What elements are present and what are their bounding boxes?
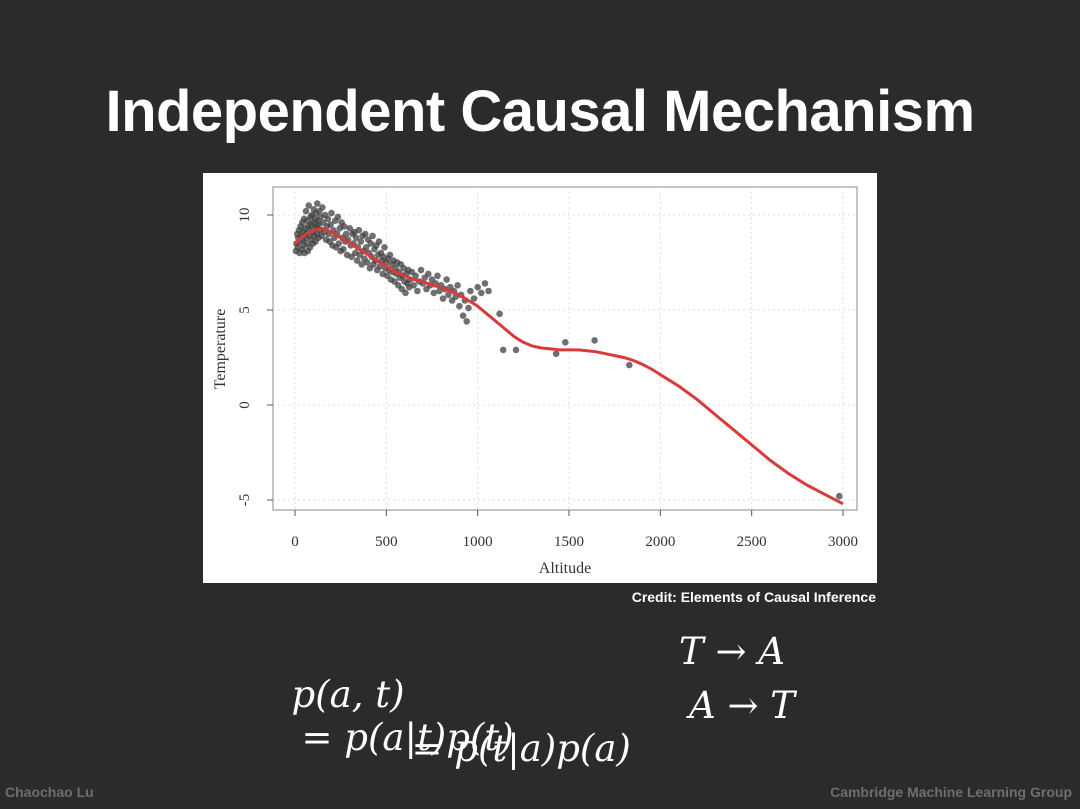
data-point [335,240,343,247]
y-tick-label: 5 [237,306,253,314]
data-point [626,361,633,369]
equation-rhs: = p(t|a)p(a) [411,727,631,770]
data-point [340,245,347,253]
x-tick-label: 3000 [828,534,858,550]
data-point [459,312,467,319]
data-point [358,261,365,268]
data-point [414,287,421,295]
data-point [357,238,365,245]
data-point [367,240,375,247]
data-point [439,295,447,302]
x-tick-label: 1500 [554,534,584,550]
x-tick-label: 1000 [463,534,493,550]
author-footer: Chaochao Lu [5,784,94,800]
y-tick-label: 10 [237,208,253,223]
data-point [485,287,492,295]
data-point [474,283,482,291]
data-point [324,215,332,223]
chart-figure: 0 500 1000 1500 2000 2500 3000 -5 0 5 10 Altitude … [203,173,877,583]
data-point [305,202,312,209]
data-point [328,209,335,217]
data-point [443,276,450,283]
data-point [362,244,370,251]
data-point [481,280,489,287]
data-point [417,266,425,274]
data-point [430,289,438,297]
data-point [836,492,843,500]
data-point [341,223,348,230]
y-tick-label: 0 [237,401,253,409]
x-tick-label: 2000 [645,534,675,550]
data-point [375,238,383,245]
equation-line-1: p(a, t) = p(a|t)p(t) [268,630,514,759]
data-point [369,232,376,240]
data-point [562,339,569,346]
data-point [467,287,474,295]
graph-label-1: T → A [679,630,785,673]
data-point [319,204,326,211]
slide-title: Independent Causal Mechanism [105,79,975,144]
fit-line [294,226,844,506]
data-point [436,287,443,295]
x-axis-label: Altitude [539,560,591,577]
group-footer: Cambridge Machine Learning Group [830,784,1072,800]
x-tick-label: 0 [291,534,299,550]
data-point [386,251,394,259]
data-point [362,230,369,238]
data-point [463,318,471,325]
data-point [342,230,350,238]
axis-ticks: 0 500 1000 1500 2000 2500 3000 -5 0 5 10 [237,208,858,551]
data-point [456,302,463,310]
credit-text: Credit: Elements of Causal Inference [631,589,876,605]
graph-label-2: A → T [689,684,795,727]
data-point [445,291,452,299]
data-point [465,304,472,312]
data-point [512,346,520,354]
data-point [363,259,371,266]
data-point [327,221,334,228]
plot-frame [272,186,858,511]
data-point [496,310,503,318]
data-point [434,272,441,280]
data-point [552,350,560,357]
data-point [334,213,342,221]
x-tick-label: 500 [375,534,398,550]
data-point [346,225,354,232]
data-point [314,200,321,207]
data-point [402,289,409,297]
equation-lhs: p(a, t) [291,673,405,716]
data-point [591,337,598,344]
data-point [302,207,310,215]
y-tick-label: -5 [237,494,253,507]
data-point [412,272,419,280]
data-point [353,257,361,264]
data-point [470,295,478,302]
data-point [381,244,388,251]
data-point [499,346,507,354]
data-point [425,270,432,278]
data-point [355,226,363,234]
data-point [478,289,485,297]
data-point [352,234,360,242]
equation-line-2: = p(t|a)p(a) [388,684,631,770]
data-point [454,282,461,289]
x-tick-label: 2500 [737,534,767,550]
data-point [410,282,417,289]
y-axis-label: Temperature [212,309,229,390]
equation-rhs: = p(a|t)p(t) [301,716,514,759]
